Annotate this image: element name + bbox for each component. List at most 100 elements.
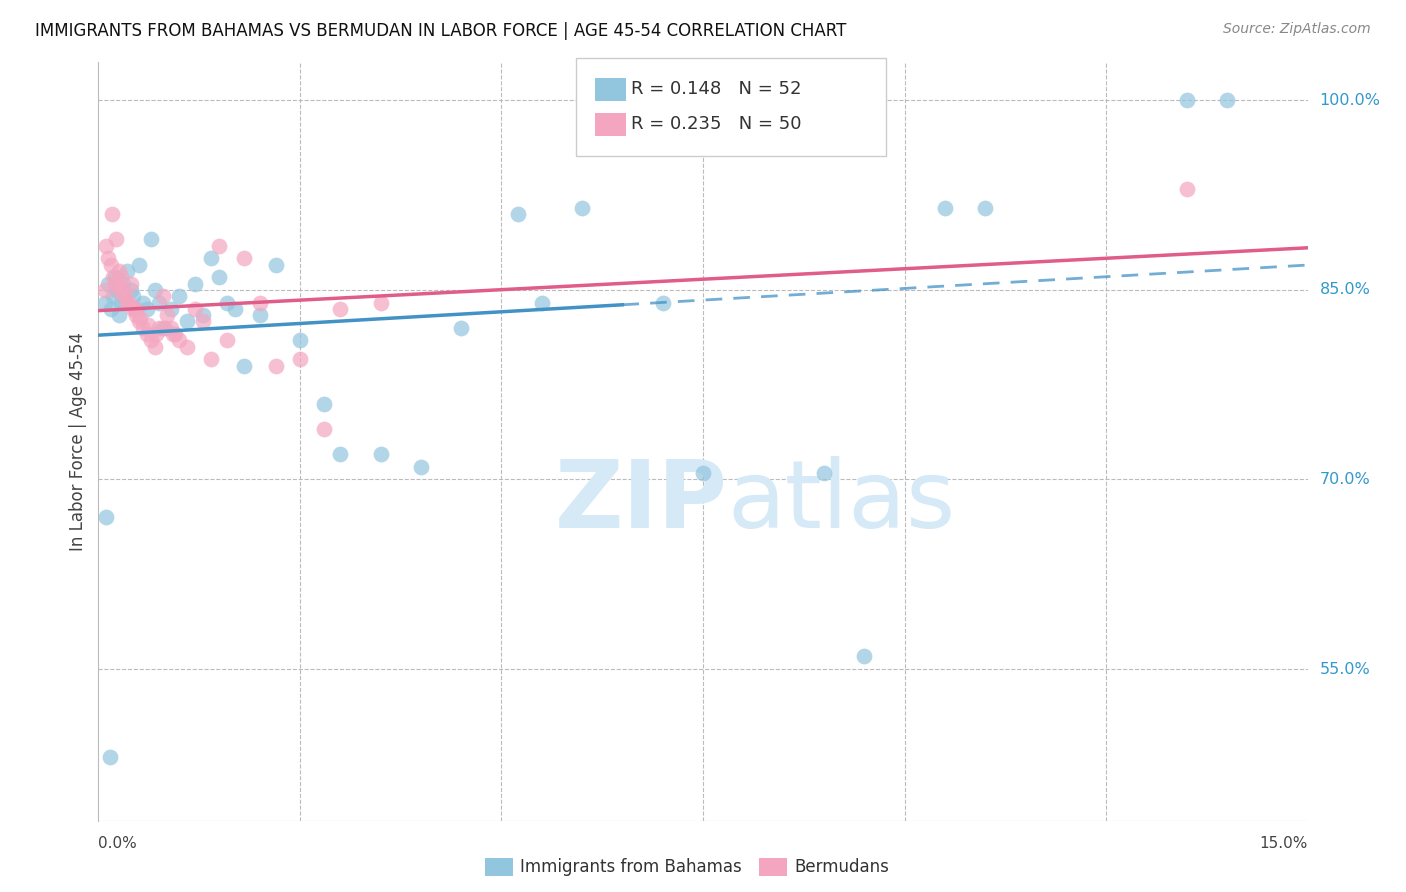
Point [120,283,142,297]
Point [101,289,124,303]
Point [506,207,529,221]
Point [153,320,176,334]
Point [692,466,714,480]
Point [160,301,183,316]
Point [193,308,215,322]
Point [114,289,136,303]
Point [132,295,155,310]
Point [101,270,124,285]
Point [152,289,174,303]
Point [530,295,553,310]
Point [1216,93,1239,107]
Point [101,207,124,221]
Point [813,466,835,480]
Point [100,301,122,316]
Point [135,327,157,342]
Y-axis label: In Labor Force | Age 45-54: In Labor Force | Age 45-54 [69,332,87,551]
Point [100,258,122,272]
Point [329,447,352,461]
Text: Immigrants from Bahamas: Immigrants from Bahamas [520,858,742,876]
Point [200,352,222,367]
Point [974,201,997,215]
Point [105,232,128,246]
Point [94,283,117,297]
Point [97,252,120,266]
Point [167,289,190,303]
Point [651,295,673,310]
Point [152,320,174,334]
Point [103,277,125,291]
Point [217,295,239,310]
Point [111,277,134,291]
Point [96,510,118,524]
Point [208,270,231,285]
Point [249,295,271,310]
Point [128,314,150,328]
Point [122,301,145,316]
Point [264,359,287,373]
Point [94,295,117,310]
Point [224,301,246,316]
Point [208,238,231,252]
Text: Bermudans: Bermudans [794,858,889,876]
Point [117,295,139,310]
Point [97,277,120,291]
Point [135,301,157,316]
Point [184,301,207,316]
Point [107,308,129,322]
Point [314,396,336,410]
Point [232,359,254,373]
Point [148,295,170,310]
Point [232,252,254,266]
Point [167,334,190,348]
Point [120,277,142,291]
Point [103,270,125,285]
Text: 15.0%: 15.0% [1260,836,1308,851]
Point [129,310,152,325]
Point [118,295,141,310]
Point [217,334,239,348]
Point [409,459,432,474]
Point [138,318,160,333]
Text: IMMIGRANTS FROM BAHAMAS VS BERMUDAN IN LABOR FORCE | AGE 45-54 CORRELATION CHART: IMMIGRANTS FROM BAHAMAS VS BERMUDAN IN L… [35,22,846,40]
Text: 70.0%: 70.0% [1320,472,1371,487]
Text: ZIP: ZIP [554,456,727,549]
Point [139,334,162,348]
Point [124,301,146,316]
Point [122,289,145,303]
Point [107,264,129,278]
Point [105,277,128,291]
Point [160,320,183,334]
Point [98,750,121,764]
Point [162,327,184,342]
Point [264,258,287,272]
Point [314,422,336,436]
Point [117,264,139,278]
Point [105,283,128,297]
Point [176,314,198,328]
Text: 85.0%: 85.0% [1320,283,1371,297]
Point [163,327,186,342]
Point [110,270,132,285]
Point [108,285,131,300]
Point [288,352,311,367]
Point [1175,93,1198,107]
Point [934,201,956,215]
Point [143,283,166,297]
Point [571,201,593,215]
Point [249,308,271,322]
Point [450,320,472,334]
Point [200,252,222,266]
Point [176,340,198,354]
Text: 100.0%: 100.0% [1320,93,1381,108]
Point [853,649,876,664]
Point [139,232,162,246]
Text: 0.0%: 0.0% [98,836,138,851]
Text: Source: ZipAtlas.com: Source: ZipAtlas.com [1223,22,1371,37]
Point [143,340,166,354]
Text: R = 0.235   N = 50: R = 0.235 N = 50 [631,115,801,133]
Point [110,295,132,310]
Point [184,277,207,291]
Point [125,301,148,316]
Point [329,301,352,316]
